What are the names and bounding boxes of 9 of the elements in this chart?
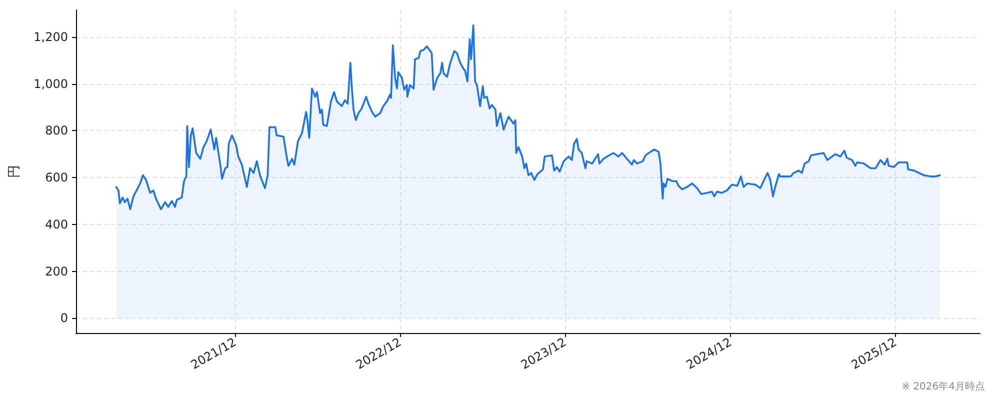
y-tick-label: 200	[45, 264, 68, 278]
y-tick-label: 0	[60, 311, 68, 326]
y-tick-label: 400	[45, 217, 68, 232]
y-tick-label: 1,000	[34, 76, 68, 91]
y-tick-label: 600	[45, 170, 68, 185]
text: ※ 2026年4月時点	[902, 380, 985, 392]
y-axis-title: 円	[7, 165, 22, 178]
y-tick-label: 1,200	[34, 30, 68, 44]
y-tick-label: 800	[45, 124, 68, 138]
